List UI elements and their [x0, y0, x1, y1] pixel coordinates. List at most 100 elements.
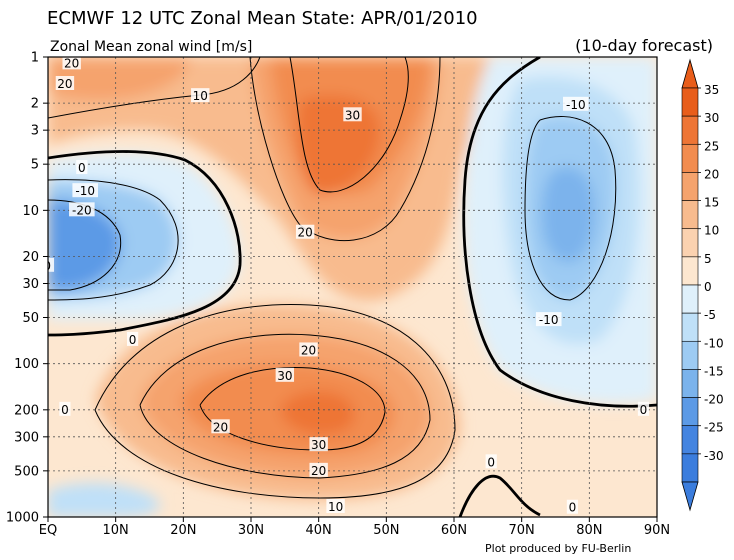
- contour-label-bg: [535, 312, 562, 327]
- forecast-label: (10-day forecast): [575, 36, 713, 55]
- contour-label: 0: [640, 403, 648, 417]
- contour-label-bg: [563, 96, 589, 111]
- colorbar-swatch: [681, 228, 699, 258]
- colorbar-label: -25: [704, 421, 724, 435]
- x-tick-label: 60N: [441, 523, 467, 538]
- colorbar-swatch: [681, 425, 699, 455]
- contour-label: 0: [487, 455, 495, 469]
- contour-line-sub-20: [139, 333, 431, 479]
- fill-surface-easterly: [48, 483, 160, 517]
- contour-label: -10: [75, 184, 95, 198]
- contour-label-bg: [62, 57, 81, 70]
- contour-label-bg: [275, 367, 295, 382]
- y-tick-label: 200: [14, 403, 39, 418]
- contour-labels: 20 20 10 30 0 -10 -20 -30 20 0 20 30 20 30 20 10 0 0 0 0 -10…: [31, 56, 650, 515]
- colorbar-swatch: [681, 453, 699, 483]
- contour-line-sub-30: [199, 367, 386, 451]
- fill-polar-easterly-max: [541, 166, 595, 263]
- contour-line-upper-10: [48, 57, 261, 119]
- colorbar-label: 20: [704, 167, 719, 181]
- colorbar-swatch: [681, 312, 699, 342]
- colorbar-swatch: [681, 143, 699, 173]
- contour-label-bg: [309, 437, 328, 452]
- contour-label: 30: [345, 108, 360, 122]
- contour-label: 20: [311, 464, 326, 478]
- colorbar-label: -30: [704, 449, 724, 463]
- contour-label-bg: [55, 76, 75, 91]
- contour-label: 30: [311, 438, 326, 452]
- contour-label: 0: [129, 333, 137, 347]
- colorbar-top-arrow: [681, 58, 699, 89]
- colorbar-swatch: [681, 87, 699, 117]
- colorbar-swatch: [681, 369, 699, 398]
- x-tick-label: 30N: [238, 523, 264, 538]
- x-tick-label: 20N: [170, 523, 196, 538]
- x-axis: EQ 10N 20N 30N 40N 50N 60N 70N 80N 90N: [39, 517, 670, 538]
- y-tick-label: 100: [14, 357, 39, 372]
- colorbar-swatch: [681, 200, 699, 230]
- contour-label: -10: [539, 313, 559, 327]
- y-tick-label: 300: [14, 430, 39, 445]
- contour-label-bg: [326, 498, 345, 513]
- colorbar-swatch: [681, 340, 699, 370]
- contour-label: 20: [57, 77, 72, 91]
- y-tick-label: 1: [31, 51, 39, 66]
- y-tick-label: 30: [22, 277, 39, 292]
- x-tick-label: 80N: [576, 523, 602, 538]
- colorbar: 35 30 25 20 15 10 5 0 -5 -10 -15 -20 -25 -30: [681, 58, 724, 512]
- colorbar-label: 35: [704, 83, 719, 97]
- contour-label-bg: [309, 462, 328, 477]
- chart-subtitle: Zonal Mean zonal wind [m/s]: [50, 39, 252, 55]
- contour-line-polar-10: [524, 116, 617, 301]
- contour-label: 30: [277, 369, 292, 383]
- contour-label: 10: [193, 89, 208, 103]
- chart-title: ECMWF 12 UTC Zonal Mean State: APR/01/20…: [47, 8, 478, 29]
- colorbar-label: -10: [704, 336, 724, 350]
- contour-label: -10: [566, 98, 586, 112]
- y-tick-label: 10: [22, 204, 39, 219]
- contour-label-bg: [485, 454, 497, 469]
- colorbar-label: -5: [704, 308, 716, 322]
- contour-label: -30: [31, 259, 51, 273]
- x-tick-label: 50N: [373, 523, 399, 538]
- contour-label: 10: [328, 500, 343, 514]
- colorbar-label: 5: [704, 252, 712, 266]
- colorbar-bottom-arrow: [681, 481, 699, 512]
- fill-subtropical-jet-max: [280, 390, 355, 435]
- contour-label-bg: [299, 342, 318, 357]
- contour-label: 0: [78, 161, 86, 175]
- contour-line-upper-20: [249, 57, 441, 242]
- y-tick-label: 1000: [6, 511, 39, 526]
- x-tick-label: EQ: [39, 523, 57, 538]
- fill-upper-left-warm: [48, 57, 190, 100]
- y-tick-label: 20: [22, 250, 39, 265]
- x-tick-label: 10N: [103, 523, 129, 538]
- y-tick-label: 500: [14, 464, 39, 479]
- contour-label-bg: [566, 499, 579, 514]
- y-tick-label: 5: [31, 158, 39, 173]
- contour-label: 20: [301, 343, 316, 357]
- contour-label: 20: [213, 420, 228, 434]
- colorbar-label: 25: [704, 139, 719, 153]
- contour-label-bg: [59, 401, 71, 416]
- plot-frame: [47, 56, 658, 518]
- contour-line-zero-tropical: [48, 150, 242, 337]
- contour-label-bg: [637, 401, 650, 416]
- contour-label-bg: [211, 419, 230, 434]
- colorbar-label: 30: [704, 111, 719, 125]
- contour-label-bg: [72, 183, 99, 198]
- x-tick-label: 90N: [644, 523, 670, 538]
- contour-label: 20: [64, 56, 79, 70]
- colorbar-swatch: [681, 172, 699, 201]
- contour-label: 0: [61, 403, 69, 417]
- contour-label: 0: [569, 501, 577, 515]
- colorbar-swatch: [681, 256, 699, 286]
- y-tick-label: 2: [31, 97, 39, 112]
- contour-line-upper-30: [289, 57, 409, 193]
- contour-line-zero-polar: [462, 57, 657, 408]
- colorbar-label: 15: [704, 196, 719, 210]
- y-axis: 1 2 3 5 10 20 30 50 100 200 300 500 1000: [6, 51, 48, 526]
- colorbar-swatch: [681, 284, 699, 314]
- y-tick-label: 3: [31, 124, 39, 139]
